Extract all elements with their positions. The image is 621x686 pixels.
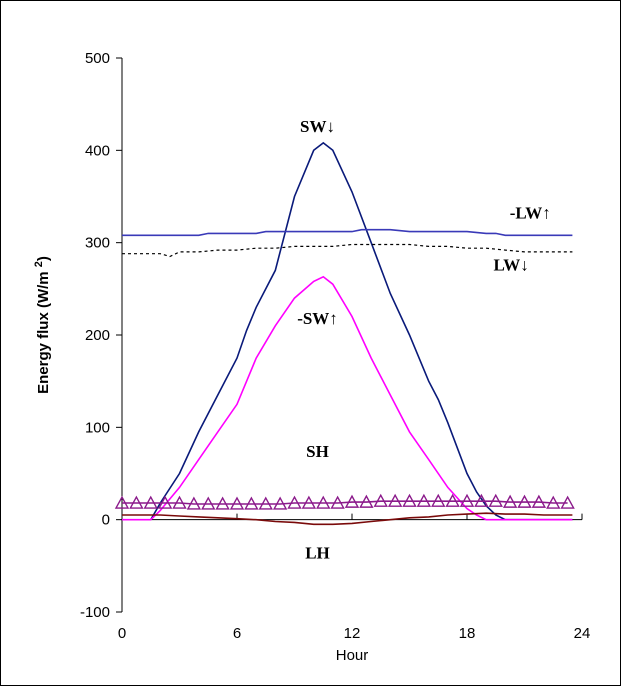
series-line-lw_up — [122, 228, 573, 237]
annotation-label: LH — [305, 543, 330, 562]
series-point-sh — [531, 494, 547, 508]
series-point-sh — [316, 495, 331, 509]
series-point-sh — [287, 495, 302, 509]
series-point-sh — [172, 495, 187, 509]
series-point-sh — [502, 494, 518, 508]
annotation-label: SW↓ — [300, 117, 335, 136]
y-tick-label: 500 — [85, 50, 110, 67]
series-point-sh — [129, 495, 144, 509]
y-tick-label: 400 — [85, 142, 110, 159]
annotation-label: -LW↑ — [510, 204, 551, 223]
series-line-sw_down — [150, 141, 573, 521]
x-tick-label: 12 — [344, 625, 361, 642]
series-point-sh — [301, 495, 317, 509]
y-tick-label: 200 — [85, 327, 110, 344]
series-point-sh — [459, 493, 475, 507]
series-line-sh — [122, 500, 568, 505]
series-point-sh — [402, 493, 417, 507]
annotation-label: LW↓ — [493, 255, 528, 274]
series-point-sh — [546, 495, 561, 509]
x-tick-label: 18 — [459, 625, 476, 642]
series-point-sh — [215, 496, 230, 510]
x-axis-title: Hour — [336, 647, 369, 664]
series-point-sh — [244, 496, 259, 510]
series-point-sh — [445, 493, 460, 507]
x-tick-label: 24 — [574, 625, 591, 642]
series-point-sh — [272, 496, 288, 510]
x-tick-label: 6 — [233, 625, 241, 642]
series-point-sh — [330, 495, 345, 509]
series-line-sw_up — [122, 275, 573, 521]
series-point-sh — [387, 493, 403, 507]
series-point-sh — [416, 493, 432, 507]
y-tick-label: 100 — [85, 419, 110, 436]
series-point-sh — [359, 494, 374, 508]
series-point-sh — [229, 496, 245, 510]
x-tick-label: 0 — [118, 625, 126, 642]
series-point-sh — [157, 495, 173, 509]
series-point-sh — [560, 495, 575, 509]
series-point-sh — [114, 495, 130, 509]
series-line-lh — [122, 512, 573, 526]
annotation-label: SH — [306, 442, 329, 461]
series-point-sh — [488, 493, 503, 507]
annotation-label: -SW↑ — [297, 309, 338, 328]
series-line-lw_down — [122, 243, 573, 258]
series-point-sh — [143, 495, 158, 509]
series-point-sh — [201, 496, 216, 510]
y-axis-title: Energy flux (W/m 2) — [33, 256, 52, 394]
series-point-sh — [517, 494, 532, 508]
series-point-sh — [344, 494, 360, 508]
series-point-sh — [431, 493, 446, 507]
y-tick-label: -100 — [80, 604, 110, 621]
y-tick-label: 0 — [102, 512, 110, 529]
y-tick-label: 300 — [85, 235, 110, 252]
series-point-sh — [186, 496, 202, 510]
series-point-sh — [258, 496, 273, 510]
series-point-sh — [373, 493, 388, 507]
series-point-sh — [474, 493, 489, 507]
